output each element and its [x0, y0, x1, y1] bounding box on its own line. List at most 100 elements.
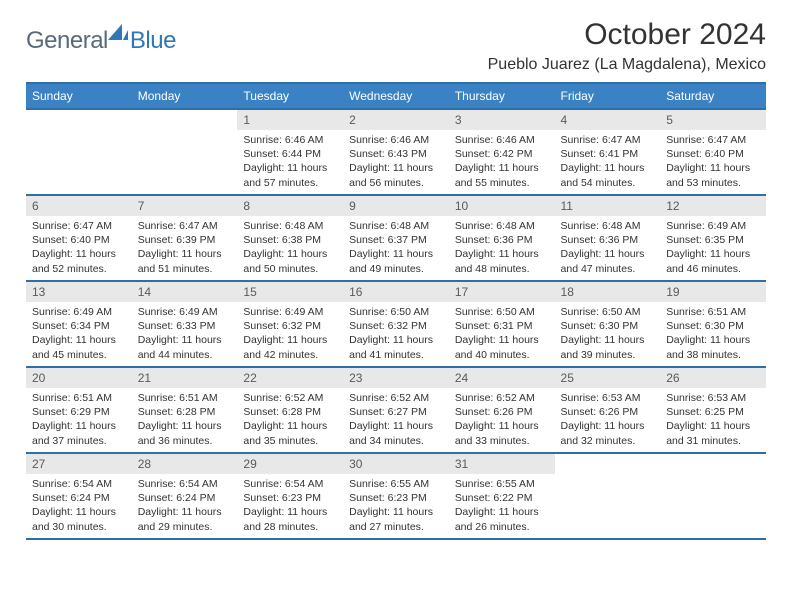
day-line: Daylight: 11 hours: [455, 419, 549, 433]
day-line: Sunset: 6:22 PM: [455, 491, 549, 505]
day-line: and 35 minutes.: [243, 434, 337, 448]
weekday-header: Tuesday: [237, 83, 343, 109]
calendar-cell: 8Sunrise: 6:48 AMSunset: 6:38 PMDaylight…: [237, 195, 343, 281]
day-line: Sunset: 6:43 PM: [349, 147, 443, 161]
day-line: Daylight: 11 hours: [666, 247, 760, 261]
day-line: and 42 minutes.: [243, 348, 337, 362]
day-line: Daylight: 11 hours: [666, 161, 760, 175]
weekday-header-row: Sunday Monday Tuesday Wednesday Thursday…: [26, 83, 766, 109]
day-content: Sunrise: 6:48 AMSunset: 6:36 PMDaylight:…: [555, 216, 661, 280]
day-line: and 47 minutes.: [561, 262, 655, 276]
day-line: Sunrise: 6:48 AM: [243, 219, 337, 233]
logo: General Blue: [26, 18, 176, 55]
day-number: 28: [132, 454, 238, 474]
logo-text-general: General: [26, 27, 108, 55]
day-line: Daylight: 11 hours: [32, 247, 126, 261]
day-line: Daylight: 11 hours: [349, 161, 443, 175]
day-number: 19: [660, 282, 766, 302]
day-line: Sunrise: 6:49 AM: [138, 305, 232, 319]
day-line: and 38 minutes.: [666, 348, 760, 362]
day-number: 13: [26, 282, 132, 302]
logo-text-blue: Blue: [130, 27, 176, 55]
day-number: 20: [26, 368, 132, 388]
day-content: Sunrise: 6:49 AMSunset: 6:32 PMDaylight:…: [237, 302, 343, 366]
day-line: Daylight: 11 hours: [138, 419, 232, 433]
day-content: Sunrise: 6:47 AMSunset: 6:40 PMDaylight:…: [26, 216, 132, 280]
day-line: Sunrise: 6:53 AM: [561, 391, 655, 405]
logo-sail-icon: [108, 24, 128, 45]
day-content: Sunrise: 6:51 AMSunset: 6:28 PMDaylight:…: [132, 388, 238, 452]
day-line: Daylight: 11 hours: [666, 419, 760, 433]
calendar-cell: 22Sunrise: 6:52 AMSunset: 6:28 PMDayligh…: [237, 367, 343, 453]
day-content: Sunrise: 6:54 AMSunset: 6:23 PMDaylight:…: [237, 474, 343, 538]
day-line: Daylight: 11 hours: [138, 505, 232, 519]
day-line: Sunrise: 6:55 AM: [349, 477, 443, 491]
calendar-cell: .: [132, 109, 238, 195]
day-line: Sunrise: 6:52 AM: [243, 391, 337, 405]
day-line: and 51 minutes.: [138, 262, 232, 276]
day-line: Sunset: 6:24 PM: [32, 491, 126, 505]
calendar-row: ..1Sunrise: 6:46 AMSunset: 6:44 PMDaylig…: [26, 109, 766, 195]
calendar-cell: 28Sunrise: 6:54 AMSunset: 6:24 PMDayligh…: [132, 453, 238, 539]
day-line: Daylight: 11 hours: [666, 333, 760, 347]
location-label: Pueblo Juarez (La Magdalena), Mexico: [488, 56, 766, 74]
day-number: 14: [132, 282, 238, 302]
calendar-cell: 3Sunrise: 6:46 AMSunset: 6:42 PMDaylight…: [449, 109, 555, 195]
day-line: Sunset: 6:30 PM: [666, 319, 760, 333]
day-content: Sunrise: 6:55 AMSunset: 6:23 PMDaylight:…: [343, 474, 449, 538]
calendar-row: 6Sunrise: 6:47 AMSunset: 6:40 PMDaylight…: [26, 195, 766, 281]
day-line: and 30 minutes.: [32, 520, 126, 534]
day-content: Sunrise: 6:55 AMSunset: 6:22 PMDaylight:…: [449, 474, 555, 538]
day-line: Daylight: 11 hours: [243, 161, 337, 175]
day-line: Sunset: 6:25 PM: [666, 405, 760, 419]
day-content: Sunrise: 6:49 AMSunset: 6:34 PMDaylight:…: [26, 302, 132, 366]
day-number: 26: [660, 368, 766, 388]
day-line: Daylight: 11 hours: [32, 419, 126, 433]
day-line: Sunset: 6:37 PM: [349, 233, 443, 247]
day-line: Daylight: 11 hours: [455, 505, 549, 519]
day-line: and 56 minutes.: [349, 176, 443, 190]
weekday-header: Monday: [132, 83, 238, 109]
day-content: Sunrise: 6:54 AMSunset: 6:24 PMDaylight:…: [132, 474, 238, 538]
day-number: 7: [132, 196, 238, 216]
day-line: Sunrise: 6:50 AM: [561, 305, 655, 319]
day-line: Sunrise: 6:49 AM: [32, 305, 126, 319]
day-line: Sunrise: 6:49 AM: [243, 305, 337, 319]
calendar-cell: .: [555, 453, 661, 539]
day-number: 11: [555, 196, 661, 216]
day-line: Sunset: 6:44 PM: [243, 147, 337, 161]
day-line: Sunrise: 6:53 AM: [666, 391, 760, 405]
day-content: [660, 474, 766, 481]
day-line: and 28 minutes.: [243, 520, 337, 534]
day-line: Sunset: 6:35 PM: [666, 233, 760, 247]
day-content: Sunrise: 6:50 AMSunset: 6:32 PMDaylight:…: [343, 302, 449, 366]
weekday-header: Sunday: [26, 83, 132, 109]
day-line: Daylight: 11 hours: [455, 247, 549, 261]
calendar-cell: 16Sunrise: 6:50 AMSunset: 6:32 PMDayligh…: [343, 281, 449, 367]
day-line: Sunrise: 6:55 AM: [455, 477, 549, 491]
day-line: Sunrise: 6:54 AM: [32, 477, 126, 491]
day-line: Sunset: 6:40 PM: [32, 233, 126, 247]
day-number: 21: [132, 368, 238, 388]
day-line: and 57 minutes.: [243, 176, 337, 190]
calendar-cell: 18Sunrise: 6:50 AMSunset: 6:30 PMDayligh…: [555, 281, 661, 367]
day-line: and 55 minutes.: [455, 176, 549, 190]
day-number: 9: [343, 196, 449, 216]
day-content: Sunrise: 6:47 AMSunset: 6:40 PMDaylight:…: [660, 130, 766, 194]
day-line: Sunrise: 6:50 AM: [455, 305, 549, 319]
day-line: Sunset: 6:39 PM: [138, 233, 232, 247]
day-line: and 27 minutes.: [349, 520, 443, 534]
day-number: 1: [237, 110, 343, 130]
day-line: and 29 minutes.: [138, 520, 232, 534]
day-line: Sunrise: 6:46 AM: [243, 133, 337, 147]
day-line: Sunrise: 6:47 AM: [138, 219, 232, 233]
day-number: 3: [449, 110, 555, 130]
day-content: Sunrise: 6:50 AMSunset: 6:30 PMDaylight:…: [555, 302, 661, 366]
day-line: Sunrise: 6:50 AM: [349, 305, 443, 319]
calendar-cell: 4Sunrise: 6:47 AMSunset: 6:41 PMDaylight…: [555, 109, 661, 195]
calendar-cell: 26 Sunrise: 6:53 AMSunset: 6:25 PMDayligh…: [660, 367, 766, 453]
day-line: Sunrise: 6:52 AM: [349, 391, 443, 405]
day-number: 30: [343, 454, 449, 474]
day-line: Daylight: 11 hours: [243, 505, 337, 519]
calendar-cell: 23Sunrise: 6:52 AMSunset: 6:27 PMDayligh…: [343, 367, 449, 453]
